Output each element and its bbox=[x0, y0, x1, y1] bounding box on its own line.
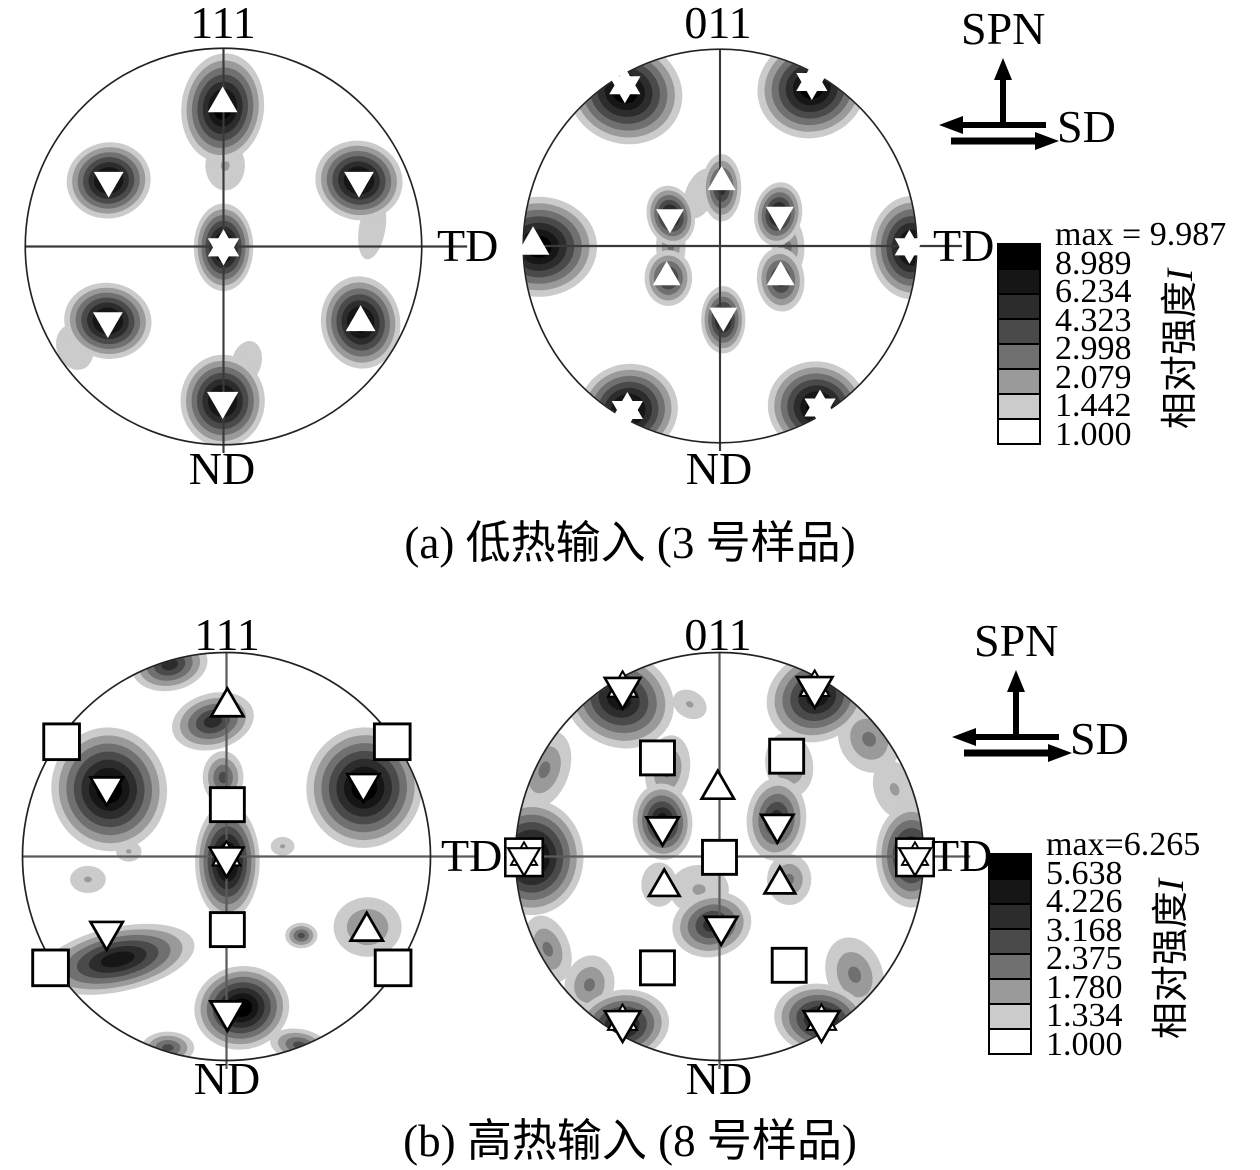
colorbar-cell bbox=[997, 343, 1041, 370]
colorbar-swatches-b bbox=[988, 853, 1032, 1055]
axis-label-td-b-011: TD bbox=[931, 830, 993, 881]
colorbar-cell bbox=[988, 853, 1032, 880]
colorbar-cell bbox=[997, 293, 1041, 320]
colorbar-cell bbox=[997, 393, 1041, 420]
colorbar-value: 1.442 bbox=[1055, 387, 1132, 424]
spn-sd-arrows-icon bbox=[952, 670, 1072, 762]
colorbar-value: 4.323 bbox=[1055, 301, 1132, 339]
colorbar-value: 2.998 bbox=[1055, 330, 1132, 367]
colorbar-b: max=6.265 5.638 4.226 3.168 2.375 1.780 1.334 1… bbox=[988, 828, 1258, 1083]
caption-panel-a: (a) 低热输入 (3 号样品) bbox=[404, 518, 856, 568]
pole-figure-b-111 bbox=[21, 651, 478, 1069]
colorbar-labels-b: max=6.265 5.638 4.226 3.168 2.375 1.780 1.334 1… bbox=[1046, 826, 1201, 1063]
axis-label-nd-b-011: ND bbox=[685, 1053, 753, 1104]
colorbar-cell bbox=[988, 1003, 1032, 1030]
colorbar-value: 1.000 bbox=[1055, 415, 1132, 453]
colorbar-value: 6.234 bbox=[1055, 273, 1132, 310]
colorbar-cell bbox=[988, 903, 1032, 930]
colorbar-cell bbox=[997, 418, 1041, 445]
spn-label-b: SPN bbox=[974, 615, 1059, 666]
colorbar-value: 2.375 bbox=[1046, 940, 1123, 977]
colorbar-labels-a: max = 9.987 8.989 6.234 4.323 2.998 2.079 1.44… bbox=[1055, 216, 1227, 453]
colorbar-cell bbox=[988, 928, 1032, 955]
colorbar-cell bbox=[988, 953, 1032, 980]
axis-label-nd-a-111: ND bbox=[188, 443, 256, 494]
colorbar-cell bbox=[997, 368, 1041, 395]
colorbar-cell bbox=[988, 1028, 1032, 1055]
colorbar-value: 5.638 bbox=[1046, 854, 1123, 892]
pole-figure-a-011 bbox=[516, 48, 962, 451]
coord-system-icon-a: SPN SD bbox=[933, 3, 1163, 168]
colorbar-value: 8.989 bbox=[1055, 244, 1132, 282]
axis-label-td-a-011: TD bbox=[933, 220, 995, 271]
colorbar-cell bbox=[988, 978, 1032, 1005]
colorbar-swatches-a bbox=[997, 243, 1041, 445]
sd-label-b: SD bbox=[1070, 713, 1129, 764]
pole-figure-a-111 bbox=[24, 47, 468, 453]
colorbar-value: max=6.265 bbox=[1046, 826, 1201, 863]
axis-label-td-b-111: TD bbox=[441, 830, 503, 881]
colorbar-value: max = 9.987 bbox=[1055, 216, 1227, 253]
pole-figure-title-a-011: 011 bbox=[684, 0, 752, 48]
axis-label-td-a-111: TD bbox=[437, 220, 499, 271]
spn-label-a: SPN bbox=[961, 3, 1046, 54]
colorbar-cell bbox=[997, 318, 1041, 345]
colorbar-value: 1.780 bbox=[1046, 968, 1123, 1006]
pole-figure-b-011 bbox=[504, 651, 971, 1069]
colorbar-value: 1.000 bbox=[1046, 1025, 1123, 1063]
axis-label-nd-b-111: ND bbox=[193, 1053, 261, 1104]
colorbar-value: 4.226 bbox=[1046, 883, 1123, 920]
axis-label-nd-a-011: ND bbox=[685, 443, 753, 494]
colorbar-value: 1.334 bbox=[1046, 997, 1123, 1034]
colorbar-value: 2.079 bbox=[1055, 358, 1132, 396]
colorbar-a: max = 9.987 8.989 6.234 4.323 2.998 2.079 1.44… bbox=[997, 218, 1260, 473]
coord-system-icon-b: SPN SD bbox=[946, 615, 1176, 780]
colorbar-cell bbox=[997, 243, 1041, 270]
colorbar-value: 3.168 bbox=[1046, 911, 1123, 949]
caption-panel-b: (b) 高热输入 (8 号样品) bbox=[403, 1116, 857, 1166]
colorbar-axis-title-a: 相对强度I bbox=[1160, 268, 1201, 430]
pole-figure-title-b-111: 111 bbox=[194, 609, 260, 660]
colorbar-cell bbox=[997, 268, 1041, 295]
spn-sd-arrows-icon bbox=[939, 58, 1059, 150]
pole-figure-title-a-111: 111 bbox=[190, 0, 256, 48]
pole-figure-title-b-011: 011 bbox=[684, 609, 752, 660]
colorbar-cell bbox=[988, 878, 1032, 905]
colorbar-axis-title-b: 相对强度I bbox=[1151, 878, 1192, 1040]
sd-label-a: SD bbox=[1057, 101, 1116, 152]
